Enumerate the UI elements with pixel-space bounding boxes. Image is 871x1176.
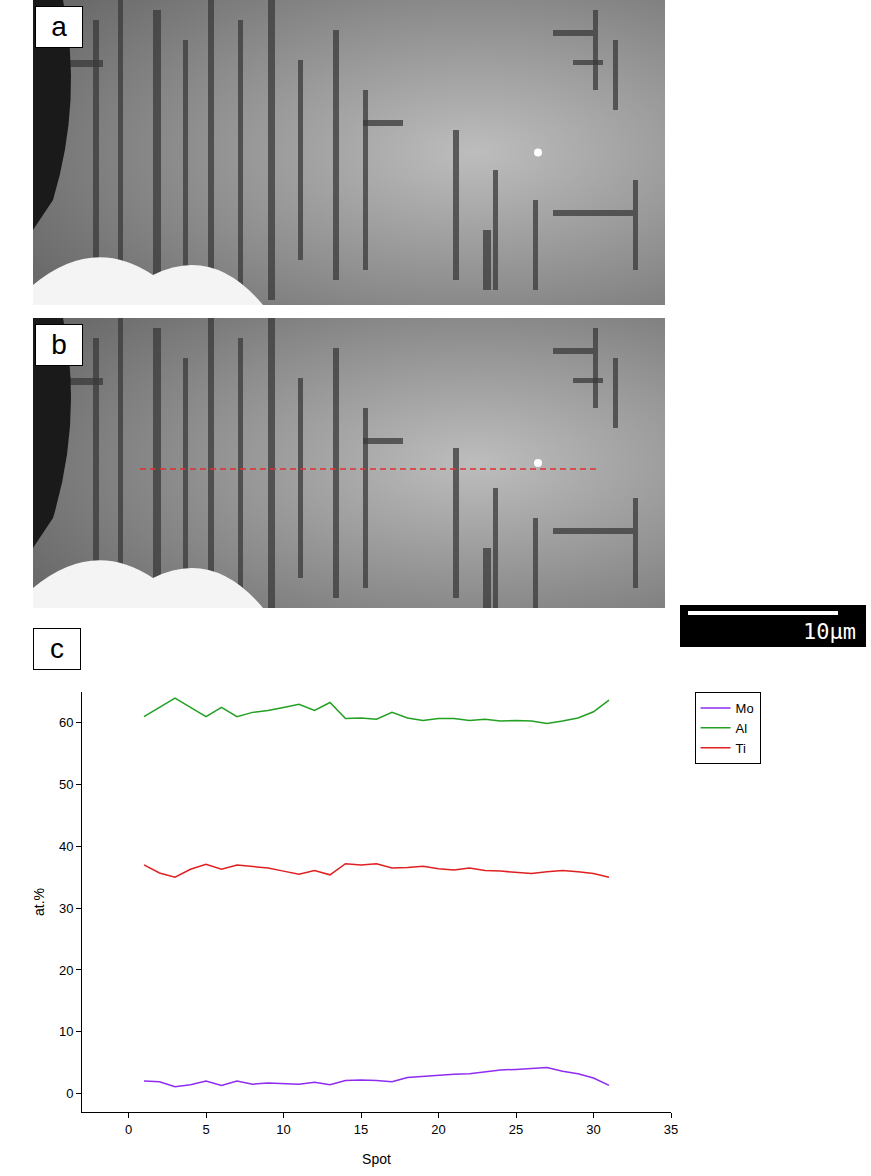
svg-text:20: 20	[431, 1122, 445, 1137]
html-text:b: b	[51, 329, 67, 360]
svg-text:30: 30	[59, 901, 73, 916]
svg-text:40: 40	[59, 839, 73, 854]
html-text:a: a	[51, 11, 67, 42]
svg-text:15: 15	[354, 1122, 368, 1137]
svg-text:0: 0	[125, 1122, 132, 1137]
svg-text:Mo: Mo	[736, 701, 754, 716]
svg-text:35: 35	[664, 1122, 678, 1137]
html-text:10μm: 10μm	[803, 619, 856, 644]
svg-text:60: 60	[59, 715, 73, 730]
svg-text:10: 10	[276, 1122, 290, 1137]
svg-text:50: 50	[59, 777, 73, 792]
svg-text:Spot: Spot	[362, 1151, 391, 1167]
svg-text:10: 10	[59, 1024, 73, 1039]
svg-text:0: 0	[66, 1086, 73, 1101]
svg-text:25: 25	[509, 1122, 523, 1137]
svg-text:Ti: Ti	[736, 741, 746, 756]
svg-text:20: 20	[59, 962, 73, 977]
svg-text:5: 5	[202, 1122, 209, 1137]
svg-text:at.%: at.%	[31, 888, 47, 916]
html-text:c: c	[50, 633, 64, 664]
svg-text:Al: Al	[736, 721, 748, 736]
svg-text:30: 30	[586, 1122, 600, 1137]
